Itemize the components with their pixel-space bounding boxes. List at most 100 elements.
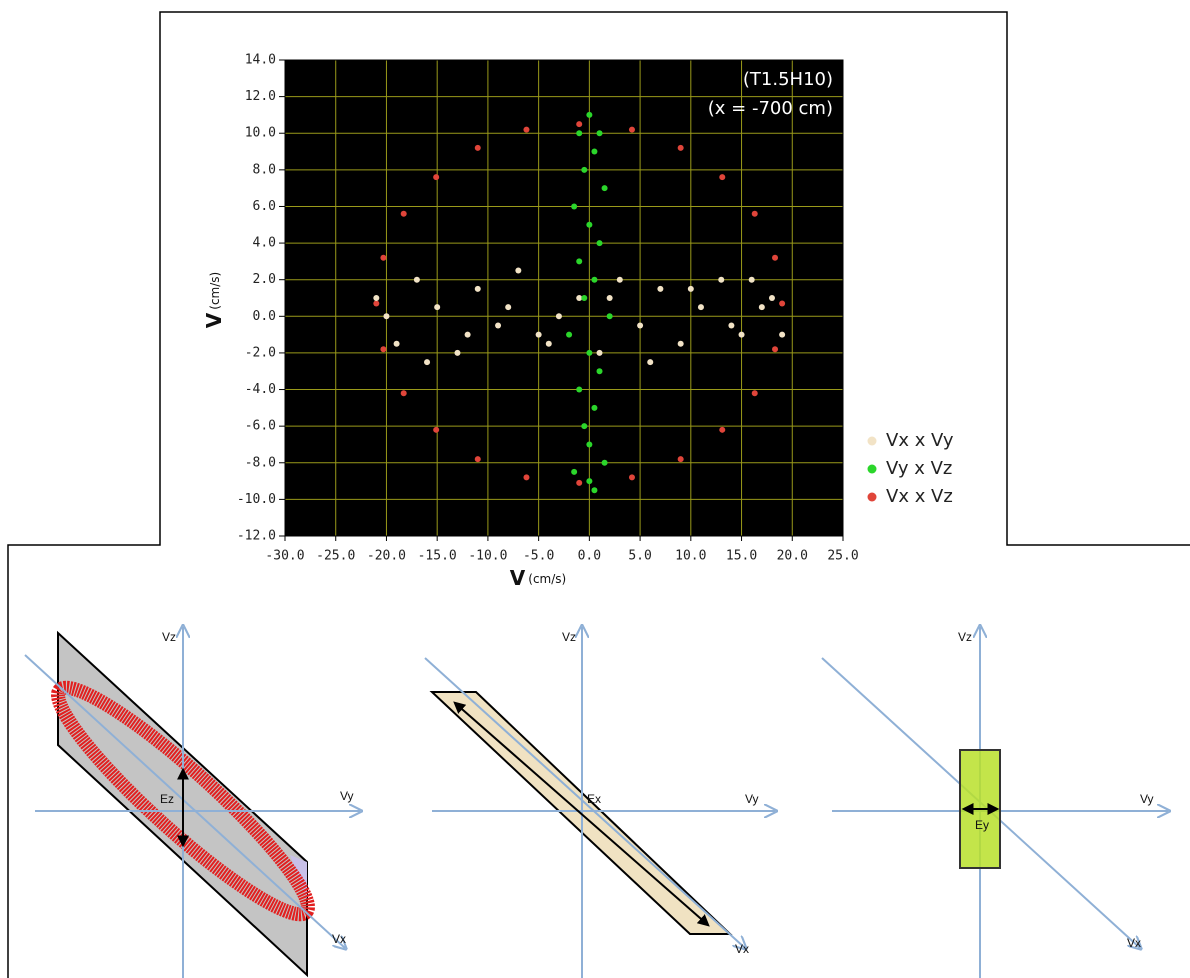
point [718,277,724,283]
point [586,441,592,447]
y-tick-label: -2.0 [245,345,276,360]
point [581,423,587,429]
point [434,304,440,310]
point [401,390,407,396]
y-tick-label: 4.0 [253,236,276,251]
point [597,130,603,136]
point [546,341,552,347]
x-tick-label: 0.0 [578,549,601,564]
plot-background [285,60,843,536]
point [581,167,587,173]
point [505,304,511,310]
y-tick-label: -10.0 [237,492,276,507]
axis-label: Vx [1127,936,1141,950]
y-tick-label: 10.0 [245,126,276,141]
field-label: Ez [160,792,174,806]
point [637,322,643,328]
point [752,211,758,217]
y-axis-label: V (cm/s) [202,272,226,328]
point [380,255,386,261]
point [749,277,755,283]
x-axis-label: V(cm/s) [510,566,566,590]
axis-label: Vy [1140,792,1154,806]
point [617,277,623,283]
legend-swatch [868,493,877,502]
point [536,332,542,338]
point [597,368,603,374]
x-axis-label-unit: (cm/s) [528,572,566,586]
x-tick-label: 10.0 [675,549,706,564]
point [373,300,379,306]
x-tick-label: -15.0 [418,549,457,564]
axis-label: Vy [745,792,759,806]
chart: 14.012.010.08.06.04.02.00.0-2.0-4.0-6.0-… [202,53,954,590]
point [752,390,758,396]
point [454,350,460,356]
y-tick-label: -6.0 [245,419,276,434]
point [576,480,582,486]
point [591,487,597,493]
x-tick-label: 20.0 [777,549,808,564]
x-tick-label: -25.0 [316,549,355,564]
point [678,145,684,151]
field-label: Ey [975,818,989,832]
point [475,145,481,151]
point [602,185,608,191]
legend-label: Vy x Vz [886,458,952,479]
point [759,304,765,310]
point [772,255,778,261]
point [515,268,521,274]
diagram: Vz Vy Vx Ez [25,627,360,978]
x-tick-label: 15.0 [726,549,757,564]
point [465,332,471,338]
y-tick-label: 8.0 [253,162,276,177]
legend-swatch [868,437,877,446]
point [586,112,592,118]
point [576,130,582,136]
point [475,456,481,462]
x-axis-label-main: V [510,566,526,590]
point [739,332,745,338]
point [591,405,597,411]
point [566,332,572,338]
point [772,346,778,352]
point [523,127,529,133]
point [414,277,420,283]
point [678,341,684,347]
axis-label: Vy [340,789,354,803]
diagram: Vz Vy Vx Ey [822,627,1168,978]
point [556,313,562,319]
x-tick-label: 5.0 [628,549,651,564]
legend-swatch [868,465,877,474]
point [576,387,582,393]
point [657,286,663,292]
point [728,322,734,328]
y-tick-label: -8.0 [245,455,276,470]
point [597,240,603,246]
annotation: (x = -700 cm) [708,98,833,119]
axis [425,658,745,948]
point [380,346,386,352]
point [597,350,603,356]
x-tick-label: 25.0 [827,549,858,564]
point [769,295,775,301]
point [602,460,608,466]
x-tick-label: -10.0 [468,549,507,564]
x-tick-label: -30.0 [265,549,304,564]
y-axis-label-unit: (cm/s) [208,272,222,310]
y-axis-label-main: V [202,312,226,328]
y-tick-label: 2.0 [253,272,276,287]
axis-label: Vz [162,630,176,644]
point [383,313,389,319]
y-tick-label: -12.0 [237,529,276,544]
axis-label: Vz [958,630,972,644]
y-tick-label: 14.0 [245,53,276,68]
point [576,121,582,127]
field-label: Ex [587,792,601,806]
y-tick-label: 0.0 [253,309,276,324]
point [719,174,725,180]
point [688,286,694,292]
point [719,427,725,433]
point [698,304,704,310]
y-tick-label: 12.0 [245,89,276,104]
